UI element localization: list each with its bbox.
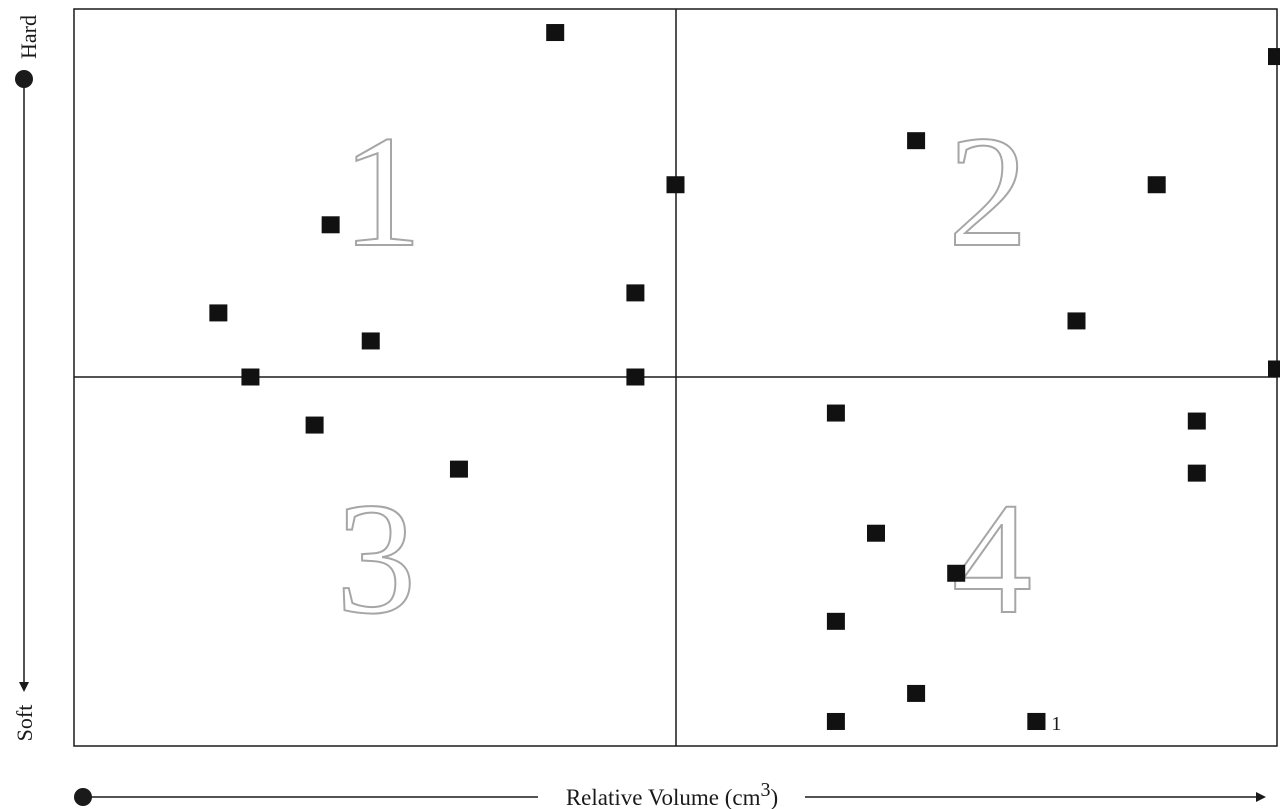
quadrant-label-2: 2 — [948, 102, 1028, 280]
quadrant-label-4: 4 — [952, 469, 1032, 647]
data-point — [826, 404, 845, 422]
data-point — [626, 368, 645, 386]
data-point — [826, 712, 845, 730]
data-point — [947, 564, 966, 582]
data-point — [1147, 176, 1166, 194]
data-point-label: 1 — [1051, 713, 1061, 735]
x-axis-origin-dot — [74, 788, 92, 806]
data-points: 1 — [209, 24, 1280, 735]
data-point — [907, 684, 926, 702]
y-axis-origin-dot — [15, 70, 33, 88]
data-point — [361, 332, 380, 350]
y-label-hard: Hard — [16, 15, 41, 59]
data-point — [1187, 412, 1206, 430]
data-point — [546, 24, 565, 42]
data-point — [241, 368, 260, 386]
data-point — [626, 284, 645, 302]
data-point — [826, 612, 845, 630]
x-axis-label-close: ) — [770, 785, 778, 809]
data-point — [666, 176, 685, 194]
data-point — [907, 132, 926, 150]
x-axis-label-superscript: 3 — [760, 779, 770, 801]
y-label-soft: Soft — [12, 705, 37, 742]
data-point — [1268, 48, 1280, 66]
data-point — [1027, 712, 1046, 730]
quadrant-label-1: 1 — [342, 102, 422, 280]
data-point — [1067, 312, 1086, 330]
data-point — [321, 216, 340, 234]
data-point — [1268, 360, 1280, 378]
data-point — [867, 524, 885, 542]
data-point — [449, 460, 468, 478]
x-axis-label-main: Relative Volume (cm — [566, 785, 761, 809]
data-point — [305, 416, 324, 434]
quadrant-label-3: 3 — [336, 469, 416, 647]
data-point — [1187, 464, 1206, 482]
x-axis-label: Relative Volume (cm3) — [566, 779, 778, 809]
data-point — [209, 304, 228, 322]
